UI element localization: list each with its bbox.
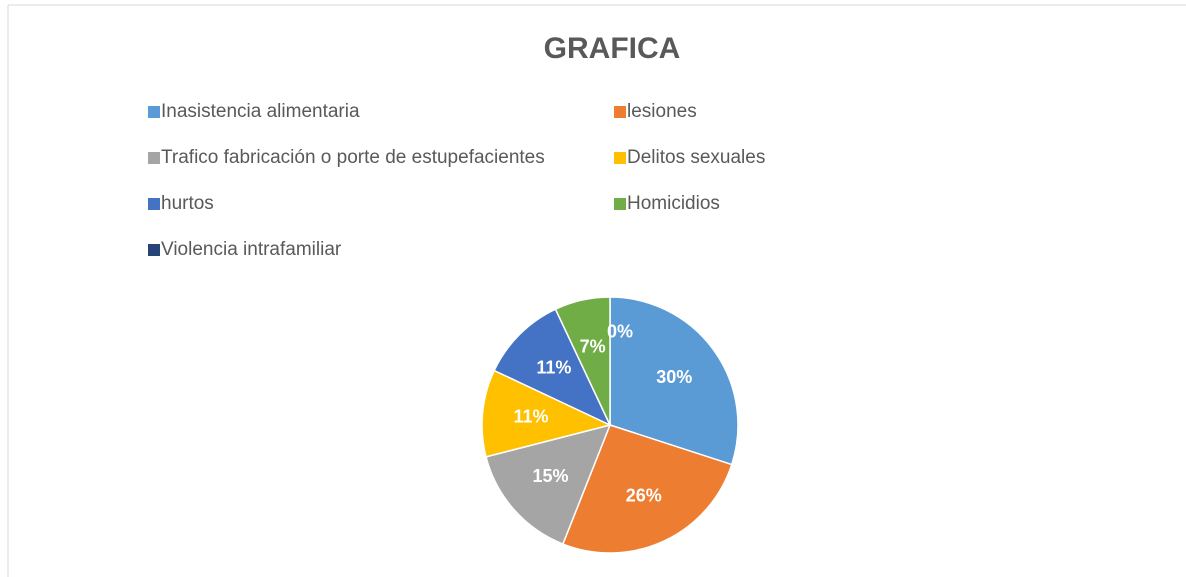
data-label: 7% [580,336,606,356]
chart-title: GRAFICA [544,32,681,65]
legend-swatch [614,106,626,118]
legend-swatch [148,198,160,210]
pie-slice [485,423,612,545]
pie-slice [481,369,613,458]
data-label: 30% [656,367,692,387]
pie-slice [609,296,739,466]
legend-swatch [614,198,626,210]
pie-slice [554,296,611,426]
pie-slice [493,308,612,427]
legend-swatch [148,106,160,118]
legend-label: Delitos sexuales [627,147,765,168]
pie-slice [561,424,733,554]
legend-swatch [148,152,160,164]
data-label: 11% [513,406,548,426]
data-label: 0% [607,322,633,342]
legend-label: Homicidios [627,193,720,214]
legend-label: Inasistencia alimentaria [161,101,360,122]
legend-swatch [148,244,160,256]
legend-label: hurtos [161,193,214,214]
data-label: 11% [536,358,571,378]
legend-label: Trafico fabricación o porte de estupefac… [161,147,545,168]
legend-label: lesiones [627,101,697,122]
legend-label: Violencia intrafamiliar [161,239,342,260]
legend-swatch [614,152,626,164]
data-label: 15% [532,466,568,486]
data-label: 26% [626,486,662,506]
